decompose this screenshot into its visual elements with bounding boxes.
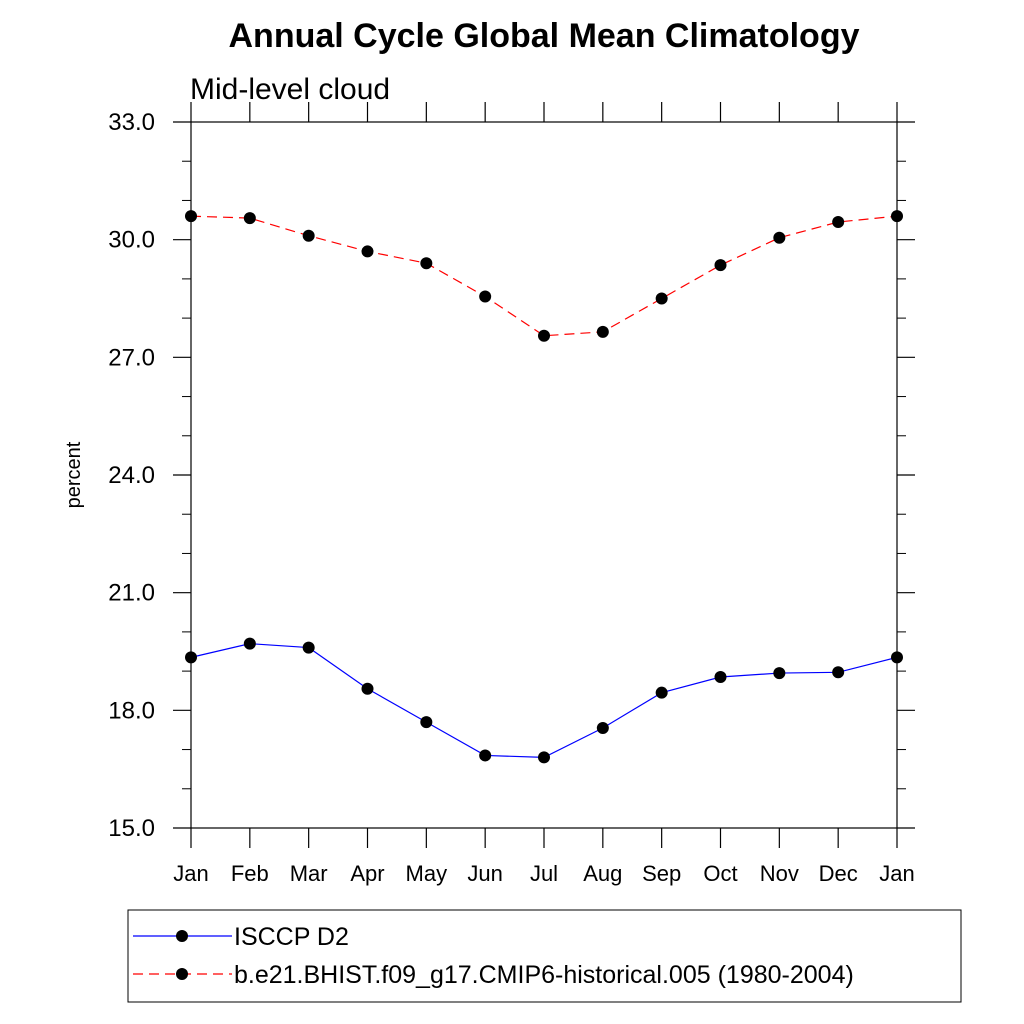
data-point xyxy=(891,651,903,664)
data-point xyxy=(832,666,845,679)
chart-title: Annual Cycle Global Mean Climatology xyxy=(229,17,860,55)
legend-item: b.e21.BHIST.f09_g17.CMIP6-historical.005… xyxy=(133,961,854,989)
legend-item: ISCCP D2 xyxy=(133,923,349,951)
y-tick-label: 21.0 xyxy=(108,580,155,607)
data-point xyxy=(596,325,609,338)
data-point xyxy=(420,716,433,729)
x-tick-label: Jan xyxy=(879,861,914,886)
data-point xyxy=(479,749,492,762)
x-tick-labels: Jan Feb Mar Apr May Jun Jul Aug Sep Oct Nov Dec Jan xyxy=(173,861,914,886)
series-2 xyxy=(185,210,903,342)
y-axis-label: percent xyxy=(63,441,85,508)
minor-ticks xyxy=(182,160,906,790)
x-tick-label: Jan xyxy=(173,861,208,886)
data-point xyxy=(773,231,786,244)
x-tick-label: Feb xyxy=(231,861,269,886)
x-tick-label: Dec xyxy=(819,861,858,886)
major-ticks xyxy=(173,102,915,848)
legend-box xyxy=(127,909,962,1003)
data-point xyxy=(420,257,433,270)
data-point xyxy=(302,229,315,242)
series-line xyxy=(190,215,898,337)
data-point xyxy=(185,210,197,223)
y-tick-label: 24.0 xyxy=(108,462,155,489)
x-tick-label: Aug xyxy=(583,861,622,886)
data-point xyxy=(596,721,609,734)
data-point xyxy=(243,212,256,225)
data-point xyxy=(714,670,727,683)
y-tick-label: 15.0 xyxy=(108,815,155,842)
legend-swatch-marker xyxy=(176,930,188,942)
x-tick-label: Sep xyxy=(642,861,681,886)
legend-label: ISCCP D2 xyxy=(234,923,349,951)
plot-frame xyxy=(190,121,898,829)
x-tick-label: Nov xyxy=(760,861,799,886)
legend: ISCCP D2 b.e21.BHIST.f09_g17.CMIP6-histor… xyxy=(127,909,962,1003)
data-point xyxy=(714,259,727,272)
y-tick-labels: 15.0 18.0 21.0 24.0 27.0 30.0 33.0 xyxy=(108,109,155,842)
data-point xyxy=(538,329,550,342)
legend-label: b.e21.BHIST.f09_g17.CMIP6-historical.005… xyxy=(234,961,854,989)
data-point xyxy=(302,641,315,654)
x-tick-label: Oct xyxy=(703,861,737,886)
data-point xyxy=(773,667,786,680)
data-point xyxy=(832,216,845,229)
chart-subtitle: Mid-level cloud xyxy=(190,73,390,106)
data-point xyxy=(243,637,256,650)
x-tick-label: Apr xyxy=(350,861,384,886)
series-line xyxy=(190,643,898,759)
data-point xyxy=(361,245,374,258)
y-tick-label: 27.0 xyxy=(108,344,155,371)
data-point xyxy=(361,682,374,695)
legend-swatch-marker xyxy=(176,968,188,980)
series-1 xyxy=(185,637,903,764)
data-point xyxy=(655,292,668,305)
data-point xyxy=(891,210,903,223)
series-layer xyxy=(185,210,903,764)
y-tick-label: 33.0 xyxy=(108,109,155,136)
data-point xyxy=(538,751,550,764)
data-point xyxy=(185,651,197,664)
x-tick-label: Jul xyxy=(530,861,558,886)
x-tick-label: Jun xyxy=(467,861,502,886)
data-point xyxy=(655,686,668,699)
x-tick-label: May xyxy=(406,861,448,886)
y-tick-label: 30.0 xyxy=(108,227,155,254)
data-point xyxy=(479,290,492,303)
y-tick-label: 18.0 xyxy=(108,697,155,724)
x-tick-label: Mar xyxy=(290,861,328,886)
